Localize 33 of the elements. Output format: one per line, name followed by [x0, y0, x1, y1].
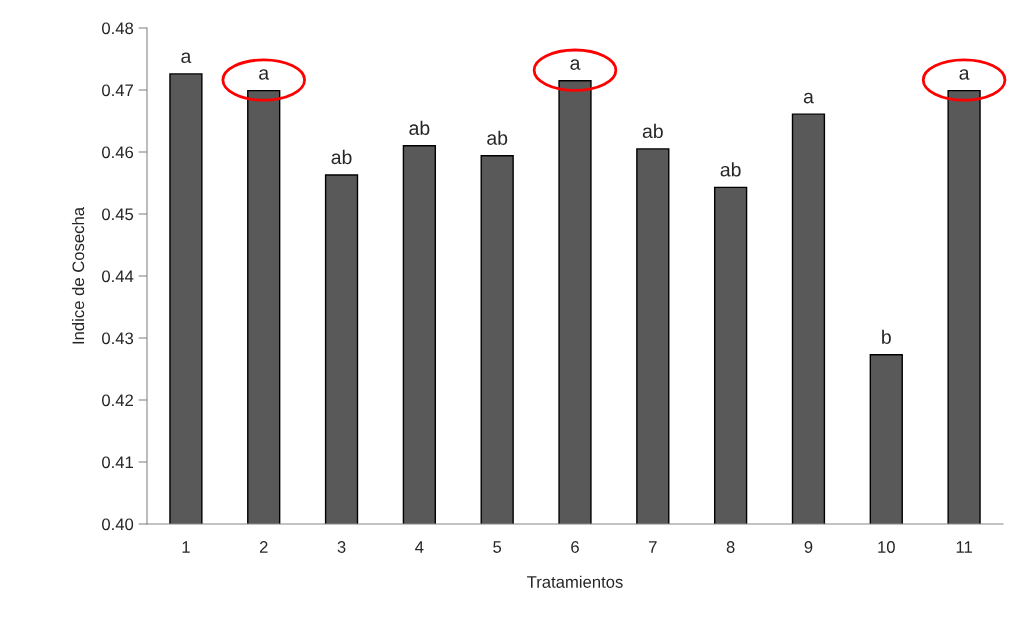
annotation: a [259, 69, 270, 80]
y-tick-label: 0.43 [102, 332, 134, 345]
y-axis-title: Indice de Cosecha [71, 206, 85, 344]
y-tick-label: 0.46 [102, 146, 134, 159]
annotation: a [959, 69, 970, 80]
x-tick-label: 8 [726, 541, 735, 553]
y-tick-label: 0.40 [102, 518, 134, 531]
annotation: a [181, 52, 192, 64]
annotation: ab [720, 162, 741, 177]
y-tick-label: 0.47 [102, 84, 133, 97]
x-axis-title: Tratamientos [527, 575, 623, 588]
y-tick-label: 0.42 [102, 394, 133, 407]
x-tick-label: 9 [804, 541, 813, 553]
x-tick-label: 6 [571, 541, 579, 553]
annotation: ab [331, 149, 352, 165]
x-tick-label: 7 [649, 541, 657, 553]
x-tick-label: 5 [493, 541, 502, 553]
annotation: a [570, 59, 581, 70]
y-tick-label: 0.44 [102, 270, 134, 283]
x-tick-label: 1 [182, 541, 190, 553]
annotation: a [803, 92, 814, 104]
x-tick-label: 2 [259, 541, 268, 553]
y-tick-label: 0.45 [102, 208, 134, 221]
x-tick-label: 11 [956, 541, 972, 553]
x-tick-label: 3 [337, 541, 346, 553]
y-tick-label: 0.41 [102, 456, 133, 469]
annotation: b [882, 329, 891, 344]
annotation: ab [642, 123, 663, 139]
x-tick-label: 4 [415, 541, 424, 553]
annotation: ab [409, 120, 430, 136]
annotation: ab [487, 130, 508, 145]
x-tick-label: 10 [878, 541, 895, 553]
y-tick-label: 0.48 [102, 22, 134, 35]
